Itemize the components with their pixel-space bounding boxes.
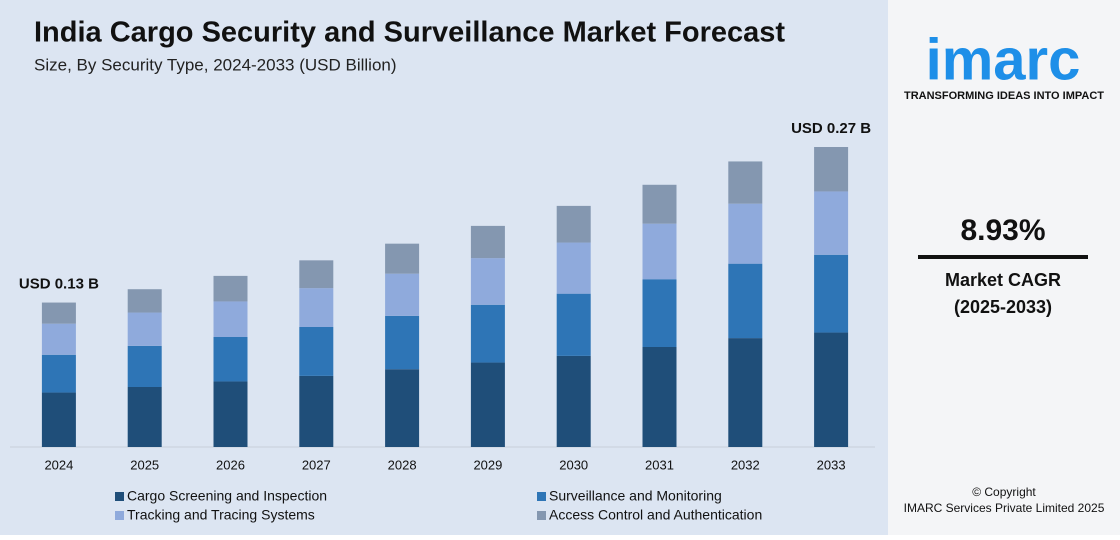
legend-label: Access Control and Authentication <box>549 507 762 523</box>
bar-segment <box>556 205 591 243</box>
bar-segment <box>728 338 763 447</box>
bar-segment <box>556 293 591 356</box>
x-tick-label: 2027 <box>302 457 331 472</box>
bar-segment <box>814 147 849 192</box>
bar-segment <box>470 304 505 363</box>
chart-subtitle: Size, By Security Type, 2024-2033 (USD B… <box>34 55 397 74</box>
bar-segment <box>642 279 677 347</box>
legend-label: Tracking and Tracing Systems <box>127 507 315 523</box>
legend-swatch <box>115 492 124 501</box>
bar-segment <box>385 315 420 370</box>
bar-segment <box>814 332 849 447</box>
x-tick-label: 2031 <box>645 457 674 472</box>
bar-segment <box>127 387 162 447</box>
x-tick-label: 2029 <box>473 457 502 472</box>
annotation: USD 0.13 B <box>19 276 99 293</box>
bar-segment <box>385 273 420 316</box>
bar-segment <box>41 392 76 447</box>
bar-segment <box>642 347 677 447</box>
x-tick-label: 2032 <box>731 457 760 472</box>
legend-swatch <box>537 492 546 501</box>
bar-segment <box>470 225 505 259</box>
bar-segment <box>470 362 505 447</box>
x-tick-label: 2028 <box>388 457 417 472</box>
bar-segment <box>127 289 162 313</box>
x-tick-label: 2025 <box>130 457 159 472</box>
bar-segment <box>41 302 76 324</box>
cagr-divider <box>918 255 1088 259</box>
cagr-value: 8.93% <box>960 214 1045 247</box>
chart-title: India Cargo Security and Surveillance Ma… <box>34 17 785 49</box>
bar-segment <box>642 184 677 224</box>
legend-swatch <box>115 511 124 520</box>
legend-label: Surveillance and Monitoring <box>549 488 722 504</box>
x-tick-label: 2030 <box>559 457 588 472</box>
bar-segment <box>385 369 420 447</box>
bar-segment <box>299 288 334 327</box>
bar-segment <box>728 161 763 204</box>
tagline: TRANSFORMING IDEAS INTO IMPACT <box>904 90 1104 102</box>
x-tick-label: 2033 <box>817 457 846 472</box>
bar-segment <box>213 301 248 337</box>
bar-segment <box>556 355 591 447</box>
cagr-period: (2025-2033) <box>954 297 1052 317</box>
bar-segment <box>728 263 763 339</box>
bar-segment <box>299 375 334 447</box>
bar-segment <box>470 258 505 305</box>
legend-swatch <box>537 511 546 520</box>
bar-segment <box>728 203 763 264</box>
bar-segment <box>213 381 248 447</box>
legend-label: Cargo Screening and Inspection <box>127 488 327 504</box>
bar-segment <box>642 223 677 280</box>
bar-segment <box>814 254 849 333</box>
copyright: © Copyright <box>972 485 1036 499</box>
company: IMARC Services Private Limited 2025 <box>904 501 1105 515</box>
bar-segment <box>213 275 248 302</box>
bar-segment <box>41 323 76 355</box>
bar-segment <box>127 345 162 387</box>
x-tick-label: 2024 <box>44 457 73 472</box>
bar-segment <box>814 191 849 255</box>
sidebar-background <box>888 0 1120 535</box>
annotation: USD 0.27 B <box>791 120 871 137</box>
cagr-label: Market CAGR <box>945 270 1061 290</box>
logo: imarc <box>926 27 1081 92</box>
bar-segment <box>299 260 334 289</box>
x-tick-label: 2026 <box>216 457 245 472</box>
bar-segment <box>213 337 248 382</box>
bar-segment <box>556 242 591 294</box>
bar-segment <box>385 243 420 274</box>
bar-segment <box>127 312 162 346</box>
bar-segment <box>41 354 76 393</box>
bar-segment <box>299 327 334 376</box>
